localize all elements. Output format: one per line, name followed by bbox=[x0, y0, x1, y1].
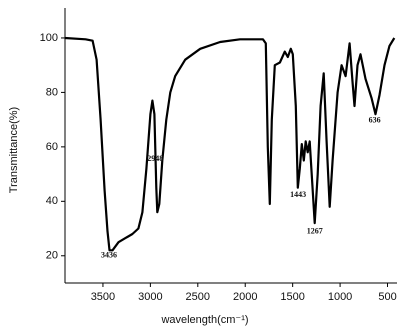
y-axis-label: Transmittance(%) bbox=[8, 107, 20, 193]
y-tick-label: 100 bbox=[40, 32, 58, 44]
x-tick-label: 500 bbox=[378, 291, 396, 303]
spectrum-line bbox=[64, 36, 396, 252]
peak-label: 2948 bbox=[147, 154, 163, 163]
x-axis-label: wavelength(cm⁻¹) bbox=[160, 314, 248, 326]
x-tick-label: 1000 bbox=[328, 291, 352, 303]
x-tick-label: 2000 bbox=[233, 291, 257, 303]
peak-label: 1267 bbox=[307, 226, 323, 235]
y-tick-label: 60 bbox=[46, 141, 58, 153]
y-tick-label: 40 bbox=[46, 195, 58, 207]
peak-label: 636 bbox=[369, 116, 381, 125]
x-tick-label: 3500 bbox=[91, 291, 115, 303]
x-tick-label: 1500 bbox=[280, 291, 304, 303]
x-tick-label: 3000 bbox=[138, 291, 162, 303]
x-tick-label: 2500 bbox=[186, 291, 210, 303]
y-tick-label: 20 bbox=[46, 250, 58, 262]
peak-label: 1443 bbox=[290, 190, 306, 199]
peak-label: 3436 bbox=[101, 251, 117, 260]
y-tick-label: 80 bbox=[46, 86, 58, 98]
